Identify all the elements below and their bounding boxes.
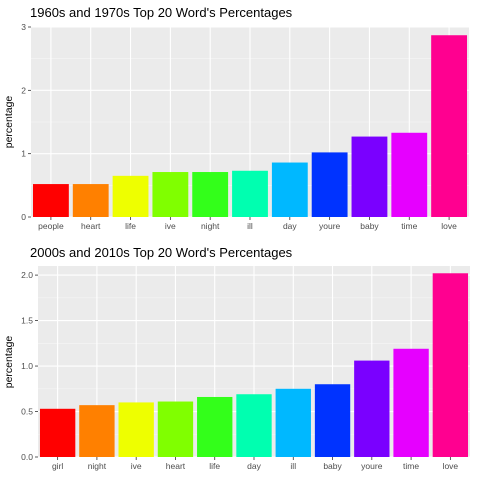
x-tick-label-baby: baby [323,461,342,471]
y-tick-label: 0.5 [21,407,33,417]
bar-ive [152,172,189,217]
x-tick-label-time: time [401,221,417,231]
bar-series [32,35,468,217]
y-tick-labels: 0 1 2 3 [21,22,26,222]
y-tick-labels: 0.0 0.5 1.0 1.5 2.0 [21,270,33,462]
y-axis-label: percentage [3,336,15,389]
bar-baby [314,384,351,457]
bar-baby [351,136,388,217]
chart-panel-1960s-1970s: 1960s and 1970s Top 20 Word's Percentage… [3,5,469,231]
x-tick-label-girl: girl [52,461,63,471]
bar-love [432,273,469,457]
bar-series [39,273,469,457]
y-axis-label: percentage [3,96,15,149]
bar-love [431,35,468,217]
y-tick-label: 1 [21,149,26,159]
y-tick-label: 3 [21,22,26,32]
x-tick-label-love: love [443,461,459,471]
bar-life [197,396,233,457]
x-tick-label-heart: heart [81,221,101,231]
x-tick-label-night: night [201,221,220,231]
bar-youre [311,152,348,217]
bar-night [79,405,115,457]
bar-heart [72,184,109,217]
bar-youre [354,360,390,457]
x-tick-label-love: love [441,221,457,231]
bar-night [192,172,229,217]
y-tick-label: 1.0 [21,361,33,371]
bar-day [236,394,272,457]
y-tick-label: 0 [21,212,26,222]
bar-time [393,348,429,457]
x-tick-label-ill: ill [247,221,253,231]
x-tick-labels: people heart life ive night ill day youre baby ti… [38,217,457,231]
bar-heart [157,401,194,457]
x-tick-label-day: day [283,221,297,231]
x-tick-label-day: day [247,461,261,471]
x-tick-label-ive: ive [131,461,142,471]
bar-day [271,162,308,217]
y-tick-label: 2 [21,85,26,95]
x-tick-label-youre: youre [361,461,383,471]
x-tick-label-people: people [38,221,64,231]
y-tick-label: 1.5 [21,316,33,326]
chart-title: 2000s and 2010s Top 20 Word's Percentage… [30,245,293,260]
x-tick-label-time: time [403,461,419,471]
x-tick-label-heart: heart [166,461,186,471]
bar-life [112,175,149,217]
bar-ill [232,170,268,217]
x-tick-label-baby: baby [360,221,379,231]
y-tick-label: 0.0 [21,452,33,462]
x-tick-label-life: life [209,461,220,471]
x-tick-label-ive: ive [165,221,176,231]
x-tick-label-life: life [125,221,136,231]
x-tick-label-night: night [88,461,107,471]
chart-panel-2000s-2010s: 2000s and 2010s Top 20 Word's Percentage… [3,245,470,471]
bar-ive [118,402,154,457]
bar-girl [39,408,76,457]
bar-time [391,132,428,217]
bar-ill [275,388,311,457]
x-tick-label-ill: ill [290,461,296,471]
x-tick-label-youre: youre [319,221,341,231]
y-tick-label: 2.0 [21,270,33,280]
chart-title: 1960s and 1970s Top 20 Word's Percentage… [30,5,293,20]
x-tick-labels: girl night ive heart life day ill baby youre time… [52,457,458,471]
bar-people [32,184,69,217]
